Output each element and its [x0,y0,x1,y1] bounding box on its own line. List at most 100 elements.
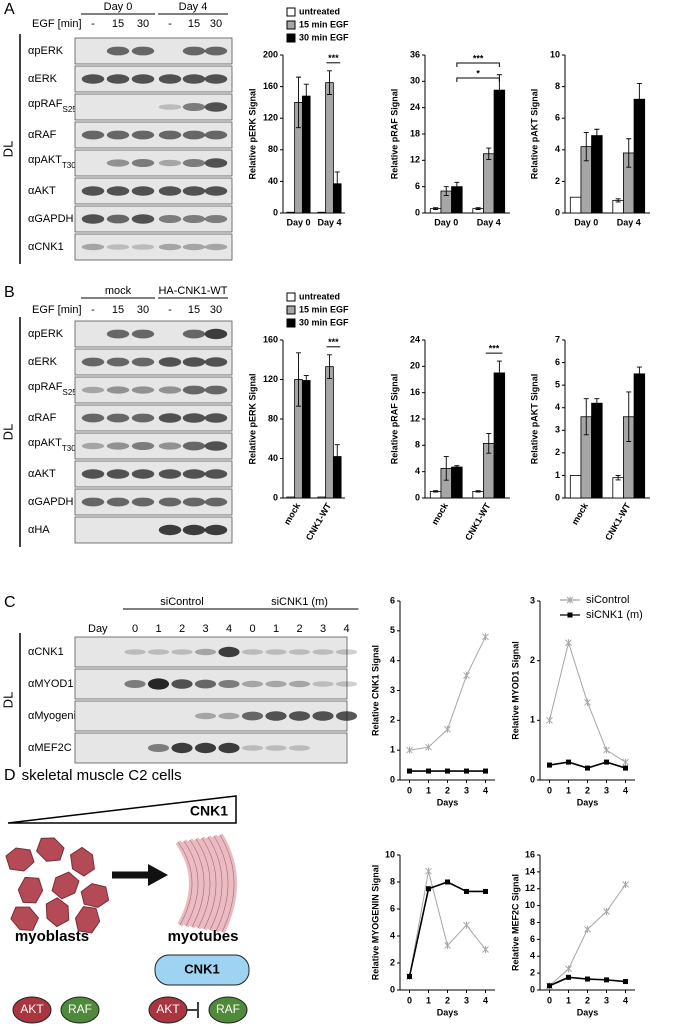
x-tick-label: 0 [547,785,552,795]
blot-band [158,357,182,367]
marker [565,965,572,973]
group-label: HA-CNK1-WT [158,285,227,297]
blot-band [204,497,228,507]
error-bar [486,147,492,160]
lane-label: 3 [320,623,326,635]
marker [603,746,610,754]
blot-band [106,130,130,140]
marker [547,762,552,768]
y-tick-label: 1 [530,715,535,725]
node [12,996,52,1024]
y-tick-label: 6 [390,595,395,605]
lane-label: 15 [112,18,124,30]
x-tick-label: 1 [566,995,571,1005]
blot-band [204,328,228,340]
bar [569,196,582,214]
antibody-name: αMEF2C [28,742,72,754]
y-tick-label: 4 [390,930,395,940]
row-label: αpAKTT308 [28,154,81,170]
marker [483,888,488,894]
error-bar [496,360,502,386]
marker [623,979,628,985]
y-tick-label: 8 [390,876,395,886]
blot-band [182,243,206,251]
blot-band [106,74,130,84]
y-tick-label: 20 [410,361,420,371]
antibody-name: αRAF [28,412,57,424]
marker [444,941,451,949]
blot-band [218,712,240,720]
x-tick-label: 3 [464,995,469,1005]
blot-band [241,649,264,655]
legend-swatch [286,318,296,328]
y-tick-label: 8 [415,440,420,450]
blot-band [204,413,228,423]
marker [425,867,432,875]
condition-label: Day [88,623,108,635]
bar [569,475,582,499]
antibody-site: S259 [62,388,81,397]
y-tick-label: 14 [525,866,535,876]
blot-band [171,679,193,689]
blot-band [335,649,358,655]
blot-band [106,244,130,250]
lane-label: - [168,18,172,30]
blot-band [171,742,193,754]
antibody-name: αERK [28,356,58,368]
error-bar [334,444,340,469]
significance-bracket [456,77,500,82]
error-bar [303,375,309,386]
blot-band [265,745,287,751]
node [148,996,188,1024]
x-tick-label: Day 4 [477,217,501,227]
row-label: αGAPDH [28,496,74,508]
bar [633,98,646,214]
blot-band [81,469,105,479]
condition-label: EGF [min] [32,304,82,316]
y-tick-label: 30 [410,76,420,86]
legend-label: 15 min EGF [299,304,349,314]
blot-band [204,524,228,536]
row-label: αCNK1 [28,241,64,253]
marker [445,768,450,774]
error-bar [296,76,301,129]
lane-label: 15 [112,304,124,316]
lane-label: 30 [137,304,149,316]
antibody-name: αCNK1 [28,646,64,658]
blot-band [131,442,155,450]
antibody-name: αMyogenin [28,710,82,722]
y-tick-label: 80 [268,413,278,423]
side-label: DL [0,141,15,158]
y-tick-label: 12 [525,883,535,893]
bar [591,402,603,499]
blot-band [265,680,287,688]
blot-band [158,186,182,196]
antibody-name: αpRAF [28,381,63,393]
error-bar [583,398,589,436]
error-bar [636,366,642,382]
y-tick-label: 5 [555,380,560,390]
blot-band [204,158,228,168]
blot-band [106,186,130,196]
blot-band [131,46,155,56]
bar [483,153,495,214]
row-label: αMEF2C [28,742,72,754]
blot-band [288,745,311,751]
blot-band [81,413,105,423]
blot-band [81,357,105,367]
y-tick-label: 16 [410,387,420,397]
lane-label: 30 [137,18,149,30]
y-tick-label: 3 [530,595,535,605]
blot-band [131,130,155,140]
blot-band [335,711,358,721]
y-tick-label: 160 [263,334,278,344]
group-label: Day 4 [179,1,208,13]
row-label: αHA [28,524,50,536]
antibody-name: αAKT [28,468,56,480]
blot-band [158,243,182,251]
antibody-site: S259 [62,105,81,114]
x-tick-label: 2 [585,995,590,1005]
blot-band [204,441,228,451]
blot-band [158,497,182,507]
blot-band [131,186,155,196]
